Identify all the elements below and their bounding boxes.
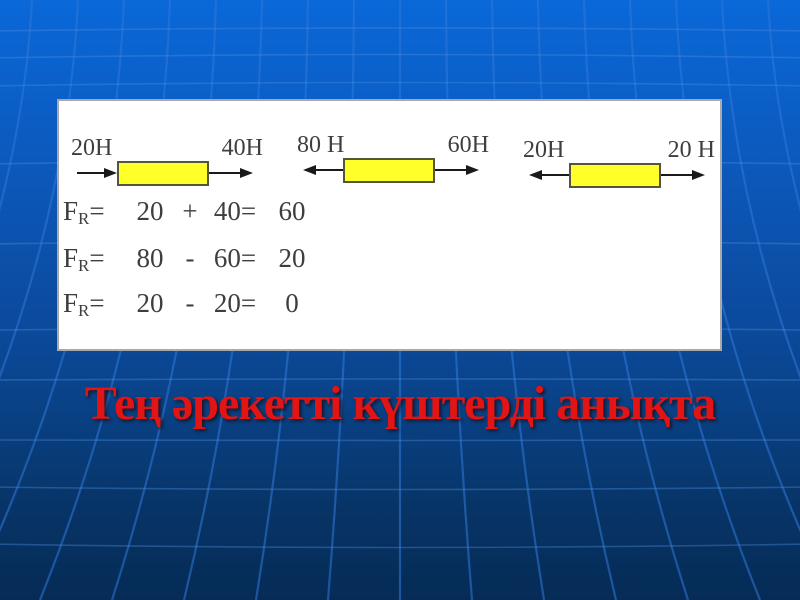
force-label-right: 20 Н bbox=[667, 137, 715, 163]
arrow-shaft bbox=[542, 174, 569, 176]
result-value: 20 bbox=[278, 243, 306, 273]
physics-panel: 20Н 40Н 80 Н 60Н bbox=[57, 99, 722, 351]
subscript: R bbox=[78, 209, 90, 228]
left-force-arrow-icon bbox=[303, 164, 343, 176]
result-value: 60 bbox=[278, 196, 306, 226]
resultant-force-symbol: FR= bbox=[63, 243, 105, 275]
equation-row-2: FR= 80 - 60= 20 bbox=[63, 242, 321, 282]
resultant-force-symbol: FR= bbox=[63, 288, 105, 320]
arrowhead-right-icon bbox=[240, 168, 253, 178]
right-force-arrow-icon bbox=[435, 164, 479, 176]
subscript: R bbox=[78, 301, 90, 320]
arrowhead-right-icon bbox=[692, 170, 705, 180]
force-label-right: 60Н bbox=[447, 132, 489, 158]
force-block bbox=[343, 158, 435, 183]
force-diagram-2: 80 Н 60Н bbox=[295, 132, 495, 190]
left-force-arrow-icon bbox=[529, 169, 569, 181]
arrow-shaft bbox=[435, 169, 466, 171]
left-force-arrow-icon bbox=[77, 167, 117, 179]
operator: - bbox=[185, 288, 195, 318]
equation-row-1: FR= 20 + 40= 60 bbox=[63, 195, 321, 235]
right-force-arrow-icon bbox=[209, 167, 253, 179]
force-label-left: 20Н bbox=[523, 137, 565, 163]
arrowhead-left-icon bbox=[529, 170, 542, 180]
equation-row-3: FR= 20 - 20= 0 bbox=[63, 287, 321, 327]
operator: - bbox=[185, 243, 195, 273]
force-label-left: 80 Н bbox=[297, 132, 345, 158]
force-label-right: 40Н bbox=[221, 135, 263, 161]
arrow-shaft bbox=[209, 172, 240, 174]
right-force-arrow-icon bbox=[661, 169, 705, 181]
operand-1: 20 bbox=[136, 288, 164, 318]
subscript: R bbox=[78, 256, 90, 275]
resultant-force-symbol: FR= bbox=[63, 196, 105, 228]
arrow-shaft bbox=[77, 172, 104, 174]
arrowhead-right-icon bbox=[104, 168, 117, 178]
force-block bbox=[117, 161, 209, 186]
arrowhead-left-icon bbox=[303, 165, 316, 175]
operator: + bbox=[182, 196, 198, 226]
force-block bbox=[569, 163, 661, 188]
operand-1: 20 bbox=[136, 196, 164, 226]
operand-1: 80 bbox=[136, 243, 164, 273]
arrowhead-right-icon bbox=[466, 165, 479, 175]
force-label-left: 20Н bbox=[71, 135, 113, 161]
operand-2: 40= bbox=[213, 196, 257, 226]
force-diagram-3: 20Н 20 Н bbox=[521, 137, 721, 195]
slide-title: Тең әрекетті күштерді анықта bbox=[84, 377, 716, 430]
arrow-shaft bbox=[316, 169, 343, 171]
arrow-shaft bbox=[661, 174, 692, 176]
result-value: 0 bbox=[285, 288, 299, 318]
force-diagram-1: 20Н 40Н bbox=[69, 135, 269, 193]
operand-2: 60= bbox=[213, 243, 257, 273]
operand-2: 20= bbox=[213, 288, 257, 318]
